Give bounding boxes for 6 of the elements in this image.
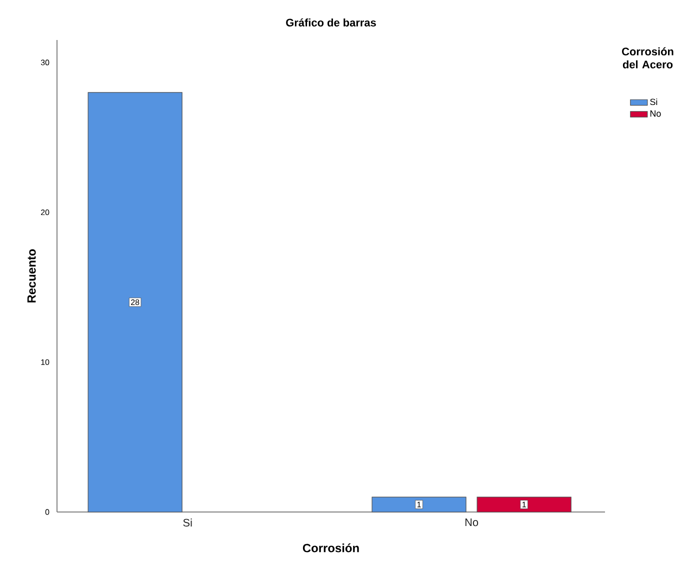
chart-title: Gráfico de barras bbox=[286, 18, 376, 26]
legend-title: Corrosión del Acero bbox=[622, 47, 674, 68]
legend-label: No bbox=[650, 110, 661, 117]
y-axis-title: Recuento bbox=[27, 249, 36, 302]
x-axis-title: Corrosión bbox=[302, 543, 359, 552]
legend-label: Si bbox=[650, 98, 658, 106]
